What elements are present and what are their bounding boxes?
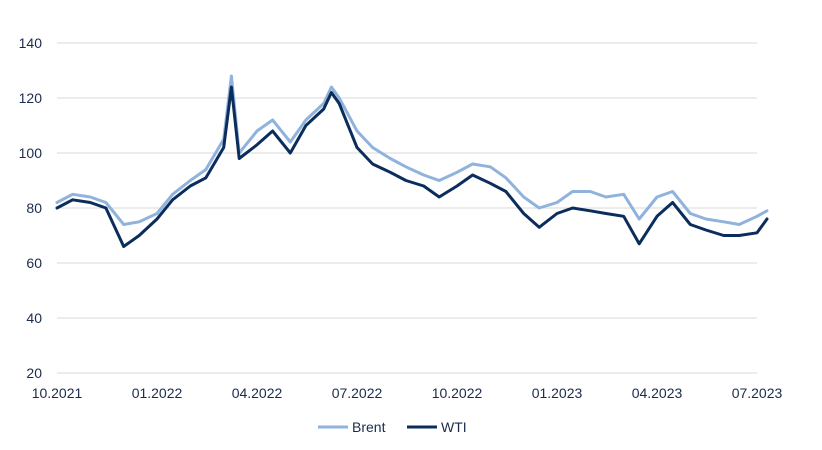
x-tick-label: 01.2023 [532, 385, 583, 401]
x-axis-tick-labels: 10.2021 01.2022 04.2022 07.2022 10.2022 01.20… [32, 385, 783, 401]
chart-legend: Brent WTI [318, 419, 467, 435]
y-tick-label: 40 [26, 310, 42, 326]
x-tick-label: 01.2022 [132, 385, 183, 401]
y-tick-label: 20 [26, 365, 42, 381]
y-tick-label: 120 [19, 90, 43, 106]
chart-gridlines [57, 42, 757, 374]
x-tick-label: 07.2022 [332, 385, 383, 401]
y-tick-label: 60 [26, 255, 42, 271]
x-tick-label: 04.2023 [632, 385, 683, 401]
y-tick-label: 80 [26, 200, 42, 216]
series-line-brent [55, 74, 769, 226]
x-tick-label: 10.2022 [432, 385, 483, 401]
x-tick-label: 10.2021 [32, 385, 83, 401]
series-line-wti [55, 85, 769, 248]
y-tick-label: 100 [19, 145, 43, 161]
legend-label: Brent [352, 419, 386, 435]
legend-label: WTI [441, 419, 467, 435]
x-tick-label: 04.2022 [232, 385, 283, 401]
y-axis-tick-labels: 20 40 60 80 100 120 140 [19, 35, 43, 381]
y-tick-label: 140 [19, 35, 43, 51]
x-tick-label: 07.2023 [732, 385, 783, 401]
chart-series-lines [55, 74, 769, 248]
